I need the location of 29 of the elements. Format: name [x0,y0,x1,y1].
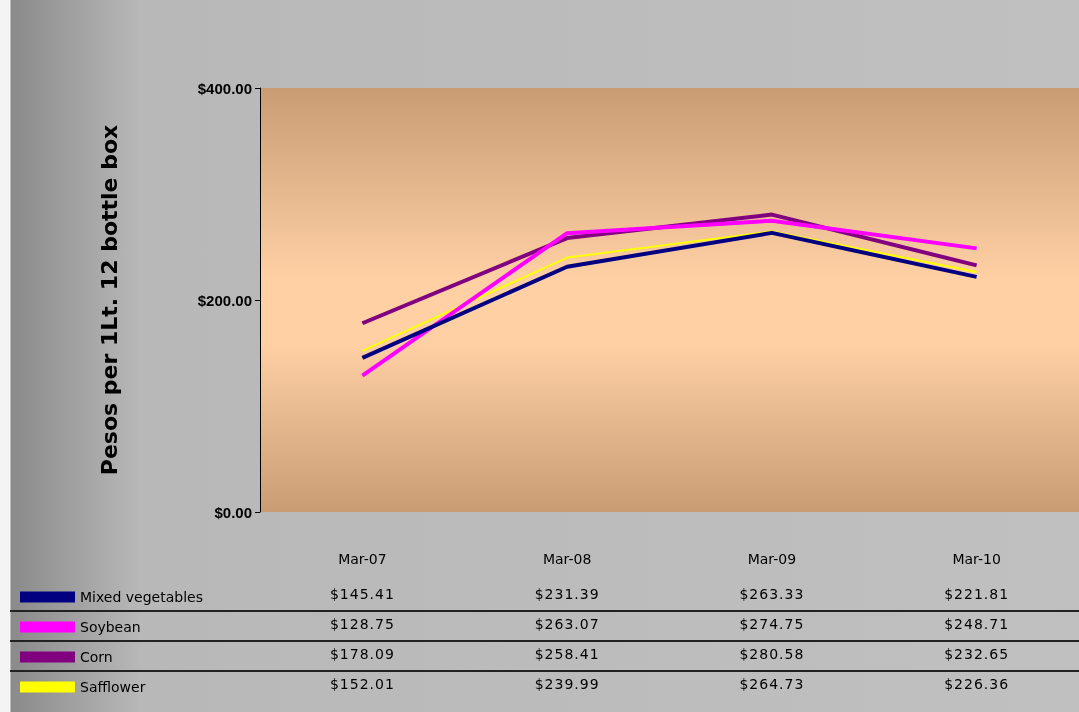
y-axis-title: Pesos per 1Lt. 12 bottle box [96,124,122,476]
data-label: $263.33 [739,586,805,602]
data-label: $274.75 [739,616,805,632]
data-label: $178.09 [329,646,395,662]
x-tick-label: Mar-07 [338,551,387,567]
data-label: $232.65 [944,646,1010,662]
data-label: $226.36 [944,676,1010,692]
x-tick-label: Mar-10 [952,551,1001,567]
legend-label: Corn [80,649,113,665]
x-tick-label: Mar-09 [747,551,797,567]
data-label: $221.81 [944,586,1010,602]
y-tick-label: $0.00 [214,503,252,521]
data-label: $128.75 [329,616,395,632]
data-label: $258.41 [534,646,600,662]
data-label: $231.39 [534,586,600,602]
y-tick-label: $200.00 [197,291,252,309]
data-label: $239.99 [534,676,600,692]
legend-label: Safflower [80,679,146,695]
data-label: $248.71 [944,616,1010,632]
data-label: $263.07 [534,616,600,632]
data-label: $145.41 [329,586,395,602]
y-tick-label: $400.00 [197,79,252,97]
x-tick-label: Mar-08 [542,551,592,567]
data-label: $264.73 [739,676,805,692]
legend-label: Mixed vegetables [80,589,203,605]
line-series [360,218,979,378]
data-label: $280.58 [739,646,805,662]
legend-label: Soybean [80,619,141,635]
data-label: $152.01 [329,676,395,692]
